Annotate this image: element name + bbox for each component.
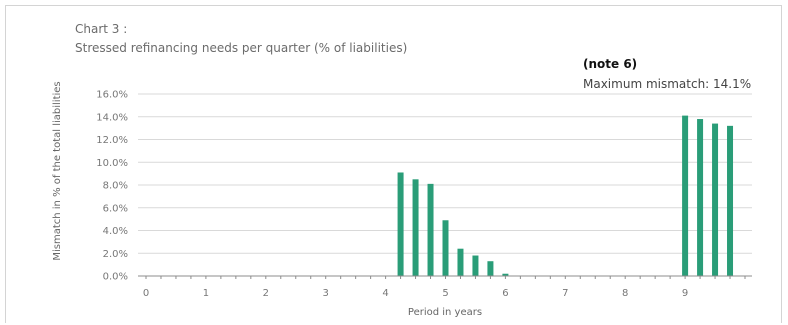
chart-frame <box>5 5 782 323</box>
y-axis-label: Mismatch in % of the total liabilities <box>52 81 63 260</box>
y-tick-label: 10.0% <box>96 158 128 169</box>
y-tick-label: 14.0% <box>96 112 128 123</box>
x-tick-label: 0 <box>143 288 149 299</box>
x-tick-label: 5 <box>442 288 448 299</box>
x-tick-label: 2 <box>263 288 269 299</box>
max-mismatch-annotation: Maximum mismatch: 14.1% <box>583 77 752 91</box>
x-axis-label: Period in years <box>408 307 482 318</box>
x-tick-label: 8 <box>622 288 628 299</box>
bar <box>397 172 404 276</box>
x-tick-label: 9 <box>682 288 688 299</box>
y-tick-label: 4.0% <box>103 226 128 237</box>
axes: 0.0% 2.0% 4.0% 6.0% 8.0% 10.0% 12.0% 14.0% 16.0%… <box>96 90 752 299</box>
bar <box>727 125 734 276</box>
chart-title: Chart 3 : <box>75 22 128 36</box>
bar <box>427 183 434 276</box>
y-tick-label: 2.0% <box>103 249 128 260</box>
bar <box>712 123 719 276</box>
bar <box>487 261 494 276</box>
x-tick-label: 4 <box>382 288 388 299</box>
bar <box>442 220 449 276</box>
bar <box>412 179 419 276</box>
gridlines <box>138 93 752 254</box>
x-tick-label: 3 <box>323 288 329 299</box>
bars <box>397 115 734 277</box>
chart-subtitle: Stressed refinancing needs per quarter (… <box>75 41 408 55</box>
note-heading: (note 6) <box>583 57 638 71</box>
bar <box>502 273 509 276</box>
bar <box>457 248 464 276</box>
y-tick-label: 12.0% <box>96 135 128 146</box>
y-tick-label: 8.0% <box>103 181 128 192</box>
y-tick-label: 16.0% <box>96 90 128 101</box>
y-tick-label: 0.0% <box>103 272 128 283</box>
x-tick-label: 6 <box>502 288 508 299</box>
bar <box>697 119 704 277</box>
bar <box>682 115 689 276</box>
y-tick-label: 6.0% <box>103 203 128 214</box>
x-tick-label: 7 <box>562 288 568 299</box>
bar <box>472 255 479 276</box>
x-tick-label: 1 <box>203 288 209 299</box>
